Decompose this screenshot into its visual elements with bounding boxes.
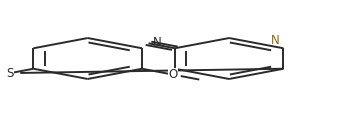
Text: N: N xyxy=(271,34,280,47)
Text: S: S xyxy=(6,67,14,80)
Text: O: O xyxy=(168,68,178,81)
Text: N: N xyxy=(153,36,161,49)
